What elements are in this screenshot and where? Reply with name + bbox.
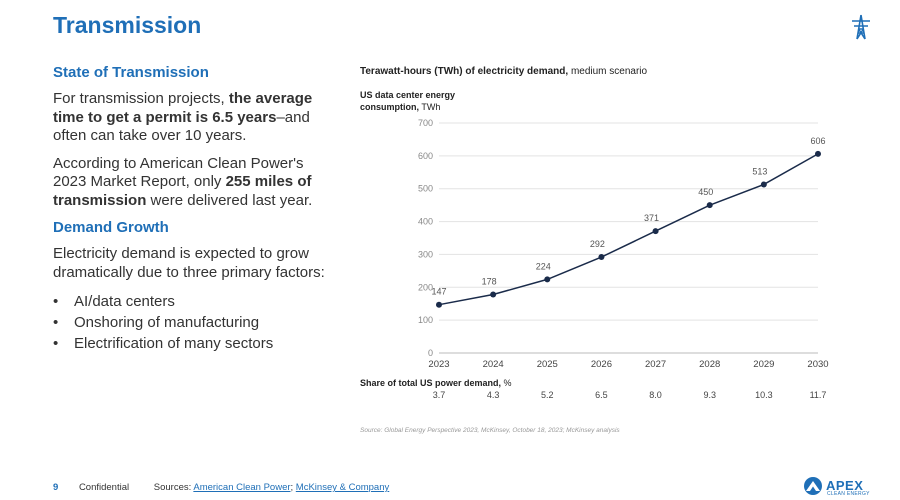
factor-list: AI/data centers Onshoring of manufacturi… xyxy=(53,291,333,354)
data-point xyxy=(653,228,659,234)
share-value: 11.7 xyxy=(798,390,838,400)
section-title-state-of-transmission: State of Transmission xyxy=(53,64,333,81)
source-separator: ; xyxy=(291,482,294,493)
sources-label: Sources: xyxy=(154,482,194,493)
share-value: 4.3 xyxy=(473,390,513,400)
data-point xyxy=(544,276,550,282)
y-tick-label: 100 xyxy=(418,315,433,325)
data-point xyxy=(490,292,496,298)
apex-logo: APEX CLEAN ENERGY xyxy=(803,476,875,498)
x-tick-label: 2026 xyxy=(591,359,612,370)
share-label: Share of total US power demand, % xyxy=(360,377,512,389)
data-label: 606 xyxy=(810,136,825,146)
data-label: 147 xyxy=(431,287,446,297)
left-column: State of Transmission For transmission p… xyxy=(53,64,333,354)
permit-paragraph: For transmission projects, the average t… xyxy=(53,90,333,146)
share-value: 10.3 xyxy=(744,390,784,400)
data-label: 224 xyxy=(536,261,551,271)
list-item: AI/data centers xyxy=(53,291,333,312)
share-value: 8.0 xyxy=(636,390,676,400)
logo-subtitle: CLEAN ENERGY xyxy=(827,491,870,497)
x-tick-label: 2029 xyxy=(753,359,774,370)
y-tick-label: 700 xyxy=(418,118,433,128)
list-item: Onshoring of manufacturing xyxy=(53,312,333,333)
data-label: 292 xyxy=(590,239,605,249)
demand-paragraph: Electricity demand is expected to grow d… xyxy=(53,245,333,282)
data-label: 178 xyxy=(482,277,497,287)
share-value: 5.2 xyxy=(527,390,567,400)
data-point xyxy=(598,254,604,260)
x-tick-label: 2023 xyxy=(428,359,449,370)
data-point xyxy=(815,151,821,157)
x-tick-label: 2028 xyxy=(699,359,720,370)
data-label: 450 xyxy=(698,187,713,197)
data-point xyxy=(761,181,767,187)
y-tick-label: 400 xyxy=(418,217,433,227)
share-value: 9.3 xyxy=(690,390,730,400)
data-label: 371 xyxy=(644,213,659,223)
x-tick-label: 2024 xyxy=(483,359,504,370)
apex-logo-icon xyxy=(803,476,823,496)
market-report-paragraph: According to American Clean Power's 2023… xyxy=(53,155,333,211)
source-link-mckinsey[interactable]: McKinsey & Company xyxy=(296,482,389,493)
confidential-label: Confidential xyxy=(79,482,129,493)
data-label: 513 xyxy=(752,166,767,176)
x-tick-label: 2030 xyxy=(807,359,828,370)
data-point xyxy=(436,302,442,308)
x-tick-label: 2025 xyxy=(537,359,558,370)
y-tick-label: 600 xyxy=(418,151,433,161)
list-item: Electrification of many sectors xyxy=(53,333,333,354)
source-note: Source: Global Energy Perspective 2023, … xyxy=(360,427,620,434)
transmission-tower-icon xyxy=(849,14,873,40)
share-value: 3.7 xyxy=(419,390,459,400)
section-title-demand-growth: Demand Growth xyxy=(53,219,333,236)
x-tick-label: 2027 xyxy=(645,359,666,370)
data-point xyxy=(707,202,713,208)
page-title: Transmission xyxy=(53,12,201,39)
y-tick-label: 0 xyxy=(428,348,433,358)
y-tick-label: 300 xyxy=(418,249,433,259)
chart-title: Terawatt-hours (TWh) of electricity dema… xyxy=(360,66,647,77)
y-tick-label: 500 xyxy=(418,184,433,194)
footer: 9 Confidential Sources: American Clean P… xyxy=(53,482,389,493)
share-value: 6.5 xyxy=(581,390,621,400)
page-number: 9 xyxy=(53,482,58,493)
source-link-american-clean-power[interactable]: American Clean Power xyxy=(193,482,290,493)
